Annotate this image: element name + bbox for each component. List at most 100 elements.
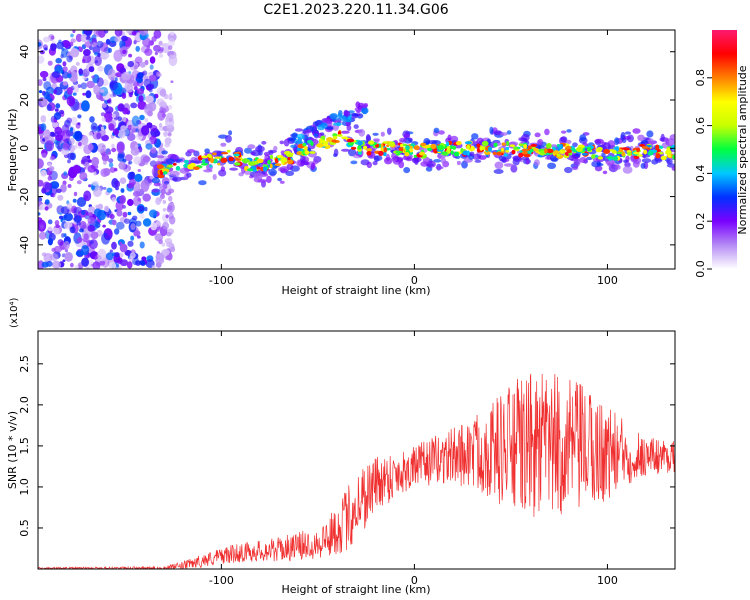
spectrogram-y-axis: -40 -20 0 20 40 [18, 45, 675, 254]
noise-speckle [111, 241, 117, 250]
ridge-branch [343, 110, 351, 117]
ridge-halo [187, 149, 196, 153]
noise-speckle [120, 125, 127, 131]
ridge-core [380, 143, 384, 149]
y-tick-label: 1.0 [18, 478, 31, 496]
ridge-core [606, 156, 613, 159]
noise-speckle [40, 115, 47, 123]
noise-speckle [61, 129, 71, 142]
noise-speckle [139, 30, 149, 36]
noise-speckle [51, 121, 59, 128]
noise-speckle [160, 188, 166, 195]
ridge-core [452, 145, 457, 150]
ridge-core [506, 140, 510, 146]
noise-speckle [108, 158, 114, 163]
noise-speckle [97, 248, 107, 262]
noise-speckle [154, 51, 158, 56]
ridge-core [460, 147, 464, 153]
ridge-halo [279, 140, 285, 145]
x-tick-label: -100 [209, 574, 234, 587]
noise-speckle [120, 188, 125, 193]
noise-speckle [111, 147, 117, 153]
noise-speckle [83, 144, 92, 155]
noise-speckle [126, 261, 133, 269]
noise-speckle [46, 104, 52, 111]
ridge-halo [547, 162, 557, 169]
ridge-halo [350, 160, 358, 165]
noise-speckle [61, 48, 69, 58]
noise-speckle [132, 190, 141, 197]
ridge-core [633, 151, 640, 155]
noise-speckle [54, 108, 59, 112]
noise-speckle [94, 60, 99, 64]
noise-speckle [168, 45, 173, 51]
ridge-core [269, 163, 273, 169]
noise-speckle [101, 145, 106, 148]
noise-speckle [68, 137, 75, 145]
ridge-core [156, 164, 164, 170]
ridge-core [672, 154, 675, 160]
noise-speckle [58, 215, 64, 220]
noise-speckle [103, 168, 111, 176]
noise-speckle [89, 116, 95, 123]
y-tick-label: 0.5 [18, 519, 31, 537]
ridge-core [332, 135, 338, 140]
ridge-halo [632, 160, 640, 168]
x-tick-label: -100 [209, 274, 234, 287]
ridge-halo [168, 188, 175, 194]
ridge-halo [433, 127, 440, 134]
noise-speckle [153, 30, 162, 39]
noise-speckle [166, 241, 173, 248]
noise-speckle [102, 224, 106, 228]
noise-speckle [97, 143, 107, 154]
noise-speckle [162, 200, 166, 204]
noise-speckle [73, 191, 78, 197]
ridge-halo [579, 157, 588, 163]
noise-speckle [106, 213, 110, 218]
noise-speckle [134, 56, 143, 64]
noise-speckle [87, 216, 96, 225]
snr-x-axis: -100 0 100 [209, 331, 618, 587]
ridge-halo [471, 133, 479, 140]
ridge-core [455, 141, 462, 146]
snr-x-label: Height of straight line (km) [281, 583, 430, 596]
noise-speckle [76, 197, 87, 207]
ridge-halo [151, 177, 161, 184]
noise-speckle [133, 156, 142, 165]
noise-speckle [38, 196, 43, 203]
snr-y-axis: 0.5 1.0 1.5 2.0 2.5 [18, 355, 675, 537]
noise-speckle [38, 205, 43, 211]
ridge-halo [411, 157, 420, 164]
ridge-halo [220, 166, 226, 172]
noise-speckle [159, 47, 164, 52]
noise-speckle [132, 196, 142, 207]
noise-speckle [49, 131, 56, 137]
ridge-branch [313, 133, 319, 137]
noise-speckle [50, 42, 57, 52]
noise-speckle [62, 142, 71, 150]
noise-speckle [139, 213, 145, 220]
noise-speckle [108, 162, 114, 168]
ridge-halo [623, 136, 632, 140]
noise-speckle [94, 208, 102, 217]
ridge-halo [225, 135, 232, 143]
noise-speckle [94, 52, 99, 56]
ridge-core [274, 163, 282, 167]
ridge-core [309, 151, 316, 154]
noise-speckle [111, 113, 116, 119]
ridge-halo [521, 156, 530, 161]
ridge-core [189, 162, 196, 168]
noise-speckle [150, 147, 157, 154]
ridge-core [269, 154, 274, 160]
noise-speckle [158, 73, 162, 77]
noise-speckle [83, 49, 91, 56]
ridge-core [242, 158, 249, 164]
ridge-halo [277, 177, 282, 182]
noise-speckle [87, 224, 95, 232]
noise-speckle [97, 65, 104, 72]
noise-speckle [94, 55, 102, 66]
noise-speckle [101, 134, 109, 142]
noise-speckle [55, 134, 63, 141]
noise-speckle [51, 71, 61, 79]
ridge-core [420, 142, 427, 147]
